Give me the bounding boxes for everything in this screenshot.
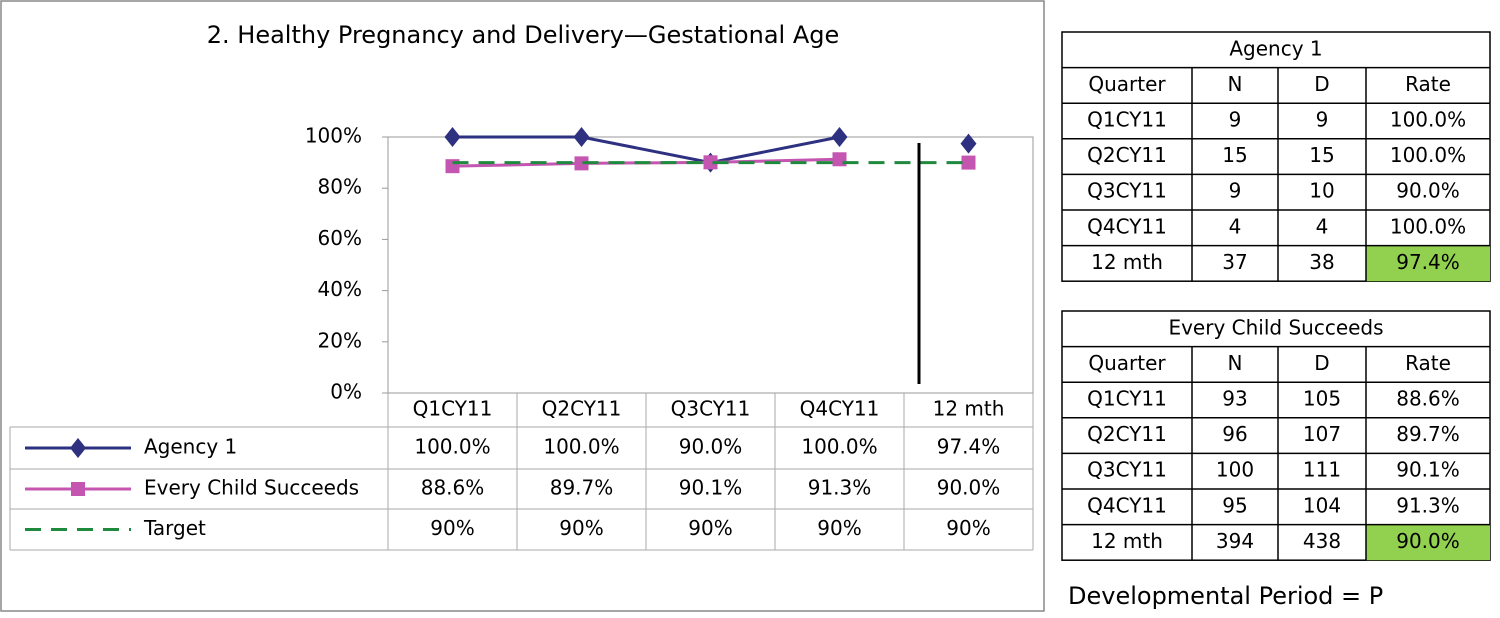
table-cell: 9 — [1229, 108, 1242, 132]
x-tick-label: Q2CY11 — [542, 397, 622, 421]
table-cell: Q3CY11 — [1087, 179, 1167, 203]
data-label: 90% — [559, 516, 603, 540]
table-cell: 89.7% — [1396, 422, 1460, 446]
table-header: Rate — [1405, 351, 1451, 375]
marker — [573, 127, 590, 147]
table-header: Quarter — [1088, 72, 1166, 96]
data-label: 88.6% — [421, 476, 485, 500]
data-label: 89.7% — [550, 476, 614, 500]
table-cell: 100 — [1216, 458, 1254, 482]
table-cell: 96 — [1222, 422, 1247, 446]
table-header: D — [1314, 72, 1329, 96]
note: Developmental Period = P — [1068, 582, 1383, 610]
table-cell: Q4CY11 — [1087, 493, 1167, 517]
table-title: Every Child Succeeds — [1168, 315, 1383, 339]
table-cell: 97.4% — [1396, 250, 1460, 274]
table-cell: 90.0% — [1396, 529, 1460, 553]
data-label: 90% — [688, 516, 732, 540]
table-cell: Q1CY11 — [1087, 387, 1167, 411]
table-cell: 90.1% — [1396, 458, 1460, 482]
table-frame — [1061, 31, 1491, 282]
chart-title: 2. Healthy Pregnancy and Delivery—Gestat… — [207, 21, 840, 49]
table-cell: Q2CY11 — [1087, 143, 1167, 167]
table-cell: 100.0% — [1390, 108, 1466, 132]
table-cell: 9 — [1229, 179, 1242, 203]
x-tick-label: 12 mth — [933, 397, 1005, 421]
table-cell: 394 — [1216, 529, 1254, 553]
y-tick-label: 80% — [318, 175, 362, 199]
data-label: 90% — [946, 516, 990, 540]
table-cell: 104 — [1303, 493, 1341, 517]
y-tick-label: 100% — [305, 124, 362, 148]
table-header: D — [1314, 351, 1329, 375]
x-tick-label: Q3CY11 — [671, 397, 751, 421]
table-cell: 91.3% — [1396, 493, 1460, 517]
legend-label: Target — [143, 516, 206, 540]
table-cell: 4 — [1229, 214, 1242, 238]
table-cell: 12 mth — [1091, 250, 1163, 274]
x-tick-label: Q4CY11 — [800, 397, 880, 421]
plot-area — [387, 136, 1034, 394]
table-header: N — [1228, 351, 1243, 375]
table-cell: 10 — [1309, 179, 1334, 203]
table-cell: 105 — [1303, 387, 1341, 411]
series-line — [452, 135, 840, 165]
data-label: 91.3% — [808, 476, 872, 500]
table-cell: 100.0% — [1390, 214, 1466, 238]
data-label: 100.0% — [801, 435, 877, 459]
highlight-cell — [1366, 524, 1490, 561]
marker — [71, 482, 85, 496]
marker — [444, 127, 461, 147]
marker — [832, 152, 847, 167]
y-tick-label: 60% — [318, 226, 362, 250]
marker — [574, 156, 589, 171]
marker — [70, 438, 86, 458]
marker — [831, 127, 848, 147]
table-cell: Q4CY11 — [1087, 214, 1167, 238]
marker — [961, 155, 976, 170]
table-cell: 9 — [1316, 108, 1329, 132]
table-cell: 107 — [1303, 422, 1341, 446]
marker — [960, 133, 977, 154]
table-cell: 100.0% — [1390, 143, 1466, 167]
table-cell: Q2CY11 — [1087, 422, 1167, 446]
data-label: 90.1% — [679, 476, 743, 500]
data-label: 90.0% — [937, 476, 1001, 500]
table-cell: 15 — [1222, 143, 1247, 167]
data-label: 90.0% — [679, 435, 743, 459]
x-tick-label: Q1CY11 — [413, 397, 493, 421]
table-cell: 37 — [1222, 250, 1247, 274]
table-cell: 88.6% — [1396, 387, 1460, 411]
table-cell: 38 — [1309, 250, 1334, 274]
data-label: 100.0% — [414, 435, 490, 459]
table-header: Rate — [1405, 72, 1451, 96]
data-label: 100.0% — [543, 435, 619, 459]
table-header: Quarter — [1088, 351, 1166, 375]
legend-label: Every Child Succeeds — [144, 476, 359, 500]
table-cell: 93 — [1222, 387, 1247, 411]
table-cell: 438 — [1303, 529, 1341, 553]
y-tick-label: 0% — [330, 380, 362, 404]
marker — [703, 155, 718, 170]
table-cell: 90.0% — [1396, 179, 1460, 203]
table-cell: 4 — [1316, 214, 1329, 238]
table-header: N — [1228, 72, 1243, 96]
table-cell: Q1CY11 — [1087, 108, 1167, 132]
table-cell: Q3CY11 — [1087, 458, 1167, 482]
table-cell: 95 — [1222, 493, 1247, 517]
table-title: Agency 1 — [1229, 36, 1322, 60]
data-label: 90% — [430, 516, 474, 540]
data-label: 90% — [817, 516, 861, 540]
highlight-cell — [1366, 245, 1490, 282]
y-tick-label: 20% — [318, 328, 362, 352]
table-cell: 12 mth — [1091, 529, 1163, 553]
table-frame — [1061, 310, 1491, 561]
table-cell: 111 — [1303, 458, 1341, 482]
table-cell: 15 — [1309, 143, 1334, 167]
data-label: 97.4% — [937, 435, 1001, 459]
y-tick-label: 40% — [318, 277, 362, 301]
legend-label: Agency 1 — [144, 435, 237, 459]
